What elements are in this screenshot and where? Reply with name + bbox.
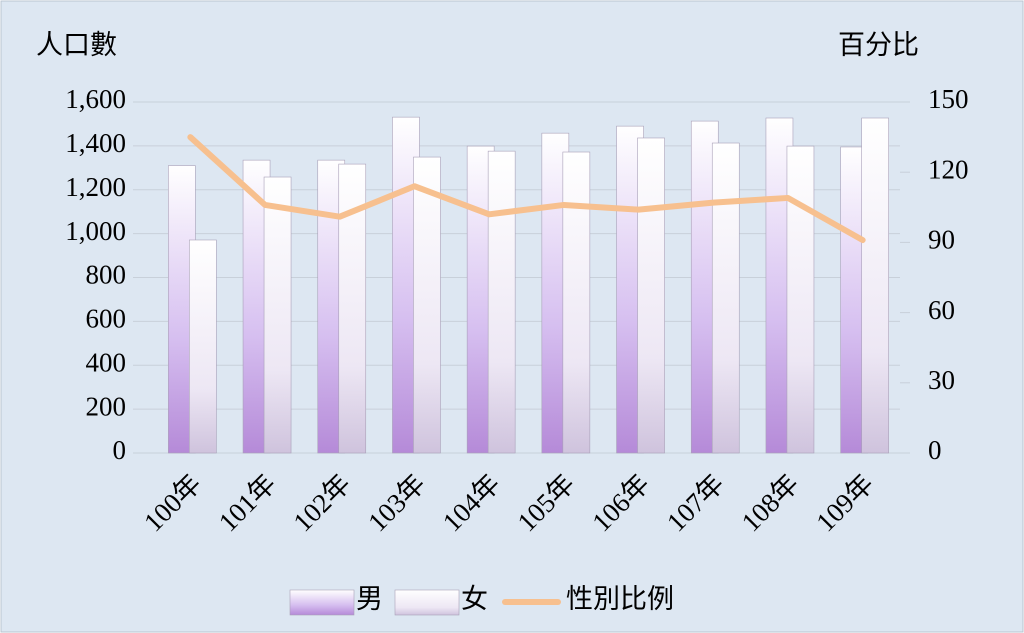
y2-tick-label: 120 — [928, 154, 969, 184]
bar — [562, 151, 591, 454]
y-tick-label: 1,000 — [65, 216, 126, 246]
y2-axis-label: 百分比 — [838, 30, 919, 60]
legend-label: 男 — [356, 584, 383, 614]
y-tick-label: 1,200 — [65, 172, 126, 202]
bar — [637, 137, 665, 454]
bar — [487, 150, 516, 454]
y2-tick-label: 150 — [928, 84, 969, 114]
legend-swatch — [289, 589, 355, 616]
y-tick-label: 400 — [86, 347, 127, 377]
y2-tick-label: 90 — [928, 225, 955, 255]
legend-label: 性別比例 — [566, 584, 674, 614]
y2-tick-label: 30 — [928, 365, 955, 395]
legend-swatch — [394, 589, 460, 616]
y-tick-label: 0 — [113, 435, 127, 465]
bar — [786, 145, 815, 454]
y-axis-label: 人口數 — [36, 30, 117, 60]
bar — [711, 142, 740, 454]
bar — [189, 239, 217, 454]
bar — [861, 117, 889, 454]
y-tick-label: 200 — [86, 391, 127, 421]
legend-label: 女 — [461, 584, 488, 614]
bar — [413, 156, 441, 454]
y2-tick-label: 60 — [928, 295, 955, 325]
y2-tick-label: 0 — [928, 435, 942, 465]
y-tick-label: 800 — [86, 260, 127, 290]
sex-ratio-line — [187, 134, 866, 244]
y-tick-label: 1,400 — [65, 128, 126, 158]
bar — [263, 176, 292, 454]
y-tick-label: 600 — [86, 304, 127, 334]
y-tick-label: 1,600 — [65, 84, 126, 114]
